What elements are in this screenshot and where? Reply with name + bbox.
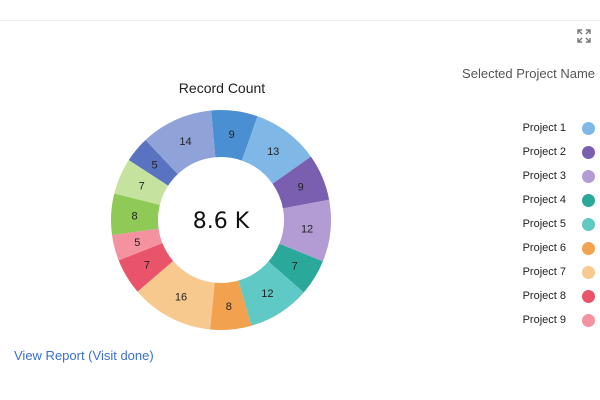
slice-value-label: 13 [267,146,279,158]
donut-slice[interactable] [268,243,323,293]
legend-label: Project 5 [522,218,566,230]
expand-icon[interactable] [577,29,591,43]
slice-value-label: 9 [298,181,304,193]
donut-slice[interactable] [209,280,252,330]
legend-item[interactable]: Project 4 [470,188,595,212]
slice-value-label: 9 [229,129,235,141]
slice-value-label: 14 [179,136,191,148]
legend-swatch [582,265,595,279]
slice-value-label: 12 [261,288,273,300]
donut-slice[interactable] [111,193,160,236]
legend-item[interactable]: Project 5 [470,212,595,236]
donut-slice[interactable] [272,156,330,209]
chart-title: Record Count [178,80,266,96]
legend-item[interactable]: Project 7 [470,260,595,284]
slice-value-label: 7 [139,181,145,193]
slice-value-label: 5 [152,160,158,172]
legend-title: Selected Project Name [462,66,595,81]
donut-slice[interactable] [241,116,311,184]
legend-swatch [582,313,595,327]
donut-slice[interactable] [238,261,304,326]
legend-item[interactable]: Project 9 [470,308,595,332]
donut-slice[interactable] [114,160,169,205]
donut-slice[interactable] [211,109,258,161]
center-total-label: 8.6 K [193,209,250,234]
legend-swatch [582,121,595,135]
slice-value-label: 7 [144,260,150,272]
donut-slice[interactable] [128,139,178,186]
slice-value-label: 8 [226,301,232,313]
legend-swatch [582,193,595,207]
legend-label: Project 8 [522,290,566,302]
slice-value-label: 16 [175,292,187,304]
donut-slice[interactable] [118,243,174,292]
donut-slice[interactable] [137,261,215,330]
legend-swatch [582,241,595,255]
legend-swatch [582,145,595,159]
header-divider [0,20,600,21]
legend-item[interactable]: Project 1 [470,116,595,140]
legend-label: Project 2 [522,146,566,158]
legend-label: Project 7 [522,266,566,278]
slice-value-label: 5 [134,237,140,249]
legend-label: Project 1 [522,122,566,134]
legend-item[interactable]: Project 3 [470,164,595,188]
legend-label: Project 4 [522,194,566,206]
legend-swatch [582,169,595,183]
legend-swatch [582,289,595,303]
legend-item[interactable]: Project 2 [470,140,595,164]
legend-swatch [582,217,595,231]
legend-item[interactable]: Project 6 [470,236,595,260]
donut-slice[interactable] [145,110,216,175]
legend-label: Project 6 [522,242,566,254]
slice-value-label: 8 [132,210,138,222]
slice-value-label: 12 [301,224,313,236]
legend-label: Project 9 [522,314,566,326]
legend: Project 1 Project 2 Project 3 Project 4 Proj… [470,116,595,332]
slice-value-label: 7 [292,260,298,272]
view-report-link[interactable]: View Report (Visit done) [14,348,154,363]
legend-item[interactable]: Project 8 [470,284,595,308]
donut-slice[interactable] [112,228,163,261]
donut-slice[interactable] [279,199,332,262]
legend-label: Project 3 [522,170,566,182]
